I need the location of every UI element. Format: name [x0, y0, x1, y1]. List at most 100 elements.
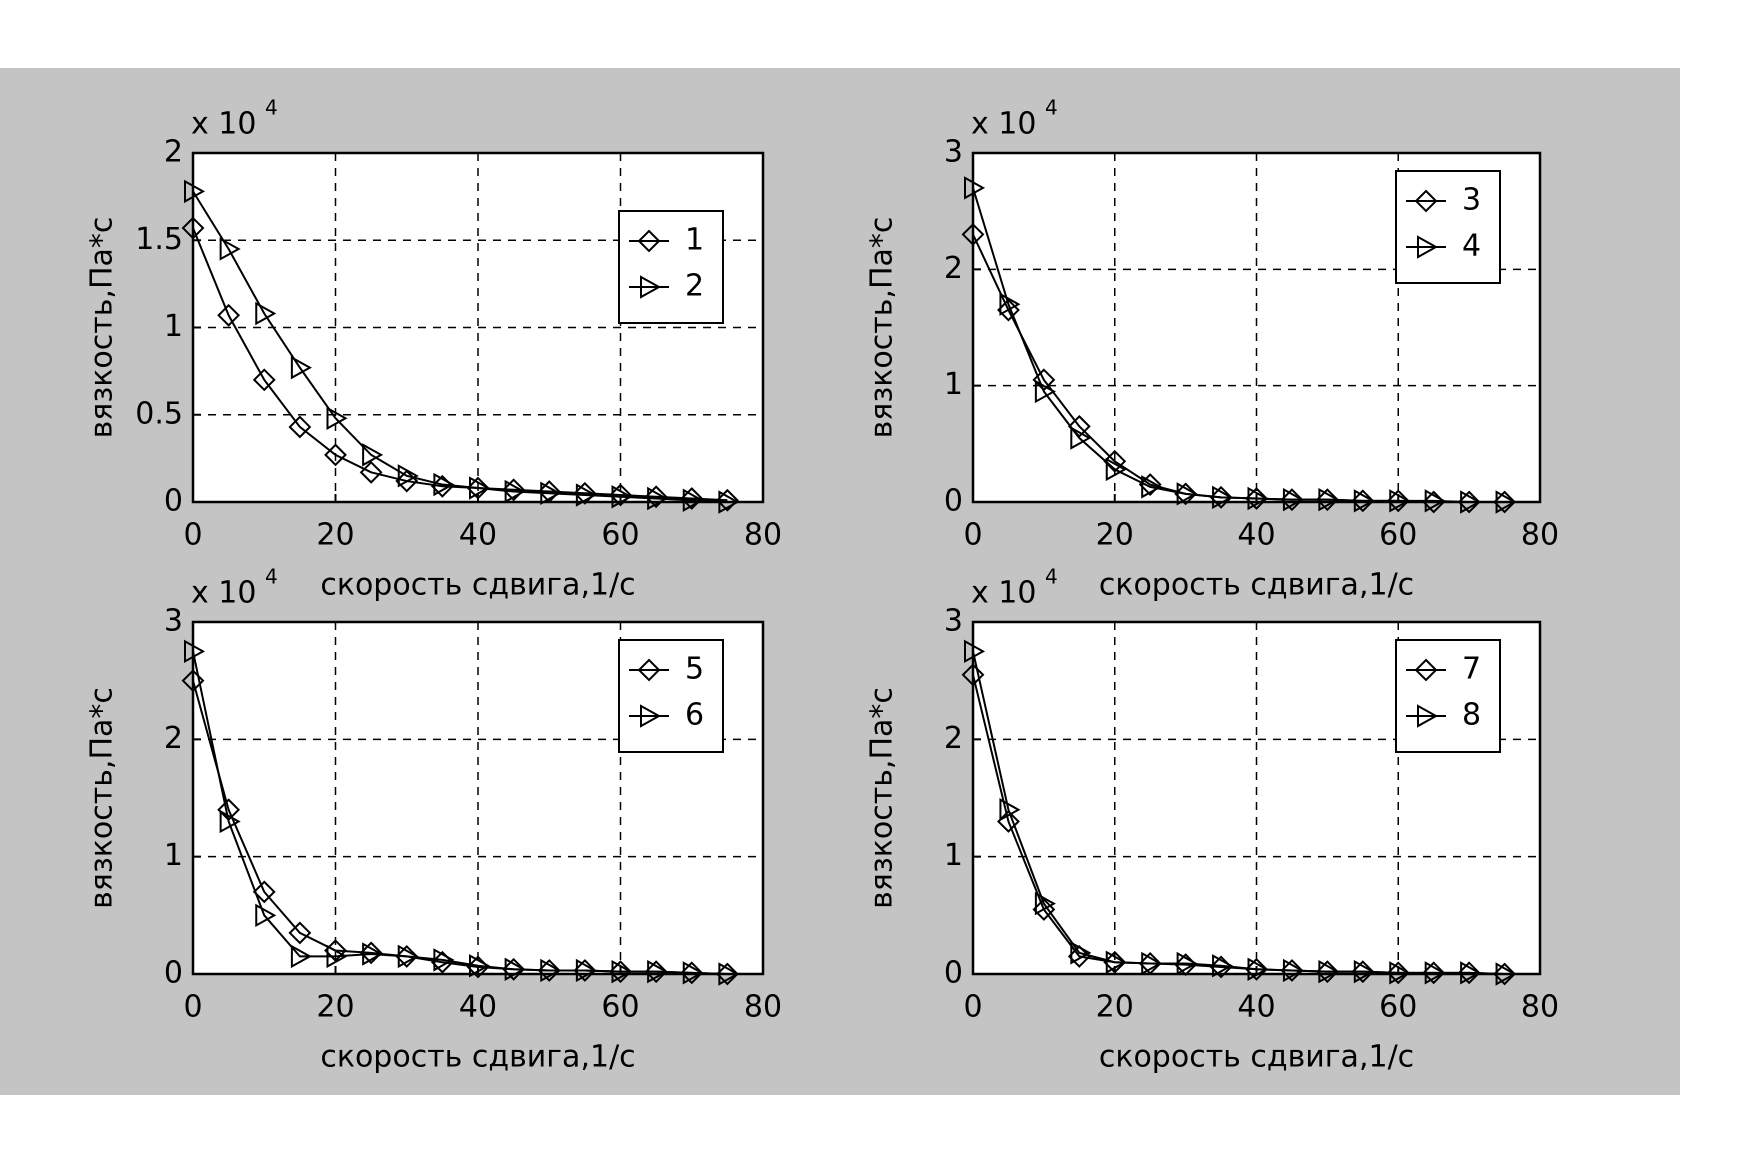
x-tick-label: 60: [1379, 518, 1417, 553]
marker: [1417, 704, 1439, 728]
marker: [1318, 487, 1340, 512]
marker: [611, 959, 633, 984]
marker: [609, 483, 632, 507]
marker: [288, 921, 312, 945]
marker: [1138, 952, 1162, 975]
legend-box: [1395, 170, 1501, 284]
legend-box: [618, 639, 724, 753]
marker: [184, 639, 206, 664]
marker: [1212, 954, 1234, 978]
y-axis-label: вязкость,Па*с: [85, 687, 120, 909]
x-tick-label: 40: [1237, 990, 1275, 1025]
marker: [644, 485, 668, 509]
marker: [647, 486, 669, 511]
marker: [644, 960, 668, 984]
marker: [637, 229, 661, 253]
y-tick-label: 0.5: [135, 396, 183, 431]
marker: [1315, 960, 1339, 984]
marker: [288, 415, 312, 439]
marker: [359, 941, 383, 965]
y-tick-label: 3: [944, 604, 963, 639]
series-line: [192, 651, 728, 975]
y-axis-label: вязкость,Па*с: [865, 217, 900, 439]
marker: [575, 958, 597, 983]
legend-box: [1395, 639, 1501, 753]
plot-frame: [191, 151, 765, 504]
marker: [362, 443, 384, 467]
x-axis-label: скорость сдвига,1/с: [1099, 1040, 1414, 1075]
marker: [537, 480, 561, 503]
marker: [1460, 961, 1482, 985]
marker: [326, 944, 348, 969]
legend-label: 8: [1462, 698, 1481, 733]
x-tick-label: 20: [1096, 518, 1134, 553]
marker: [718, 490, 740, 514]
legend-label: 4: [1462, 229, 1481, 264]
legend-box: [618, 210, 724, 324]
y-axis-label: вязкость,Па*с: [865, 687, 900, 909]
marker: [181, 216, 205, 240]
marker: [1424, 489, 1446, 513]
marker: [252, 368, 276, 392]
marker: [181, 669, 205, 693]
y-scale-exponent: 4: [1045, 565, 1058, 589]
marker: [680, 961, 704, 985]
x-tick-label: 20: [316, 990, 354, 1025]
x-tick-label: 20: [316, 518, 354, 553]
marker: [433, 948, 455, 972]
marker: [1105, 457, 1127, 482]
marker: [1176, 951, 1198, 976]
marker: [540, 481, 562, 505]
marker: [1414, 658, 1438, 682]
marker: [1351, 489, 1375, 513]
marker: [1386, 961, 1410, 985]
marker: [324, 443, 347, 467]
marker: [397, 464, 419, 488]
marker: [1386, 489, 1410, 513]
marker: [961, 663, 985, 687]
x-tick-label: 80: [744, 990, 782, 1025]
x-tick-label: 0: [963, 518, 982, 553]
y-scale-base: x 10: [971, 107, 1036, 142]
marker: [326, 406, 348, 430]
marker: [1212, 485, 1234, 510]
marker: [1495, 962, 1517, 986]
y-scale-base: x 10: [971, 576, 1036, 611]
marker: [255, 301, 277, 326]
series-line: [192, 190, 728, 503]
marker: [1493, 962, 1516, 986]
x-axis-label: скорость сдвига,1/с: [320, 568, 635, 603]
marker: [682, 961, 704, 985]
marker: [466, 476, 490, 500]
marker: [999, 798, 1021, 822]
marker: [575, 483, 597, 507]
marker: [637, 658, 661, 682]
marker: [1034, 891, 1056, 916]
marker: [359, 460, 383, 484]
marker: [395, 944, 419, 968]
marker: [1280, 488, 1304, 512]
marker: [718, 962, 740, 986]
y-tick-label: 2: [164, 721, 183, 756]
marker: [682, 488, 704, 512]
marker: [504, 957, 526, 982]
marker: [1280, 959, 1304, 982]
marker: [1245, 957, 1268, 981]
y-tick-label: 1: [944, 367, 963, 402]
y-scale-base: x 10: [191, 576, 256, 611]
x-tick-label: 40: [459, 990, 497, 1025]
y-tick-label: 1.5: [135, 222, 183, 257]
marker: [433, 472, 455, 497]
y-tick-label: 2: [944, 251, 963, 286]
marker: [1424, 961, 1446, 985]
marker: [469, 476, 491, 500]
marker: [1353, 959, 1375, 984]
plot-frame: [191, 620, 765, 976]
x-tick-label: 20: [1096, 990, 1134, 1025]
marker: [1457, 961, 1481, 985]
marker: [1103, 950, 1127, 974]
marker: [1103, 449, 1127, 473]
marker: [1070, 426, 1092, 450]
marker: [502, 957, 526, 981]
x-axis-label: скорость сдвига,1/с: [320, 1040, 635, 1075]
